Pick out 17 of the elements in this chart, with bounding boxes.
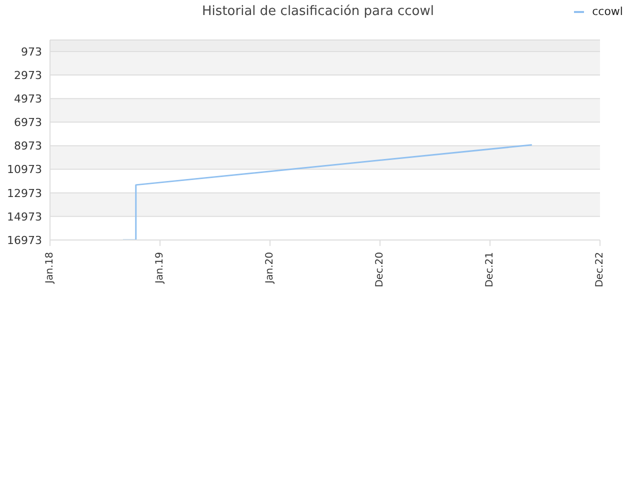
y-tick-label: 8973: [14, 140, 42, 153]
x-tick-label: Jan.18: [44, 252, 56, 284]
y-tick-label: 2973: [14, 68, 42, 82]
y-tick-label: 973: [21, 45, 42, 58]
y-tick-label: 10973: [7, 163, 42, 176]
y-tick-label: 14973: [7, 210, 42, 224]
x-tick-label: Dec.22: [594, 252, 606, 288]
y-tick-label: 6973: [14, 116, 42, 130]
chart-title: Historial de clasificación para ccowl: [202, 4, 434, 19]
y-tick-label: 16973: [7, 234, 42, 247]
x-tick-label: Dec.21: [484, 252, 496, 288]
x-tick-label: Jan.20: [264, 252, 276, 284]
y-tick-label: 12973: [7, 186, 42, 200]
legend-label: ccowl: [592, 5, 623, 18]
x-tick-label: Dec.20: [374, 252, 386, 288]
x-tick-label: Jan.19: [154, 252, 166, 284]
y-tick-label: 4973: [14, 92, 42, 106]
